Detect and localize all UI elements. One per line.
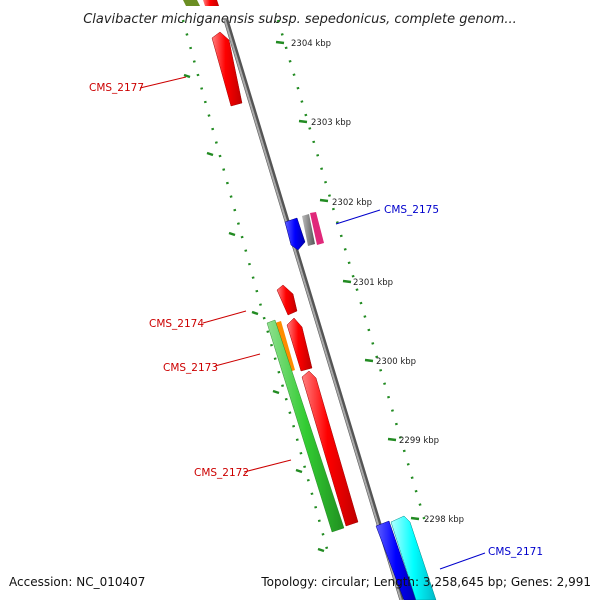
gene-cms-2171[interactable] [375, 520, 417, 600]
gene-label-cms-2175[interactable]: CMS_2175 [384, 204, 439, 216]
gene-cms-2173-leader [214, 353, 261, 367]
gene-cms-2171-leader [439, 552, 486, 570]
summary-text: Topology: circular; Length: 3,258,645 bp… [260, 575, 591, 589]
gene-label-cms-2171[interactable]: CMS_2171 [488, 546, 543, 558]
gene-cms-2172-leader [243, 459, 292, 473]
gene-cms-2172-green [266, 319, 345, 533]
map-title: Clavibacter michiganensis subsp. sepedon… [83, 12, 517, 27]
gene-label-cms-2172[interactable]: CMS_2172 [194, 467, 249, 479]
tick-label-2301: 2301 kbp [353, 278, 393, 288]
gene-cms-2175-leader [335, 209, 381, 225]
inner-ruler-major-ticks [183, 73, 325, 553]
scale-ticks [275, 40, 420, 521]
accession-text: Accession: NC_010407 [9, 575, 145, 589]
gene-cms-2177[interactable] [211, 31, 243, 107]
gene-cms-2173-orange [275, 321, 295, 372]
tick-label-2304: 2304 kbp [291, 39, 331, 49]
gene-cms-2175[interactable] [284, 217, 306, 251]
gene-cms-2171-cyan [390, 515, 437, 600]
genome-backbone [223, 19, 405, 600]
gene-cms-2175-flank [302, 214, 315, 246]
tick-label-2299: 2299 kbp [399, 436, 439, 446]
partial-genes-top [183, 0, 219, 6]
gene-cms-2177-leader [139, 76, 187, 89]
gene-cms-2173[interactable] [286, 317, 313, 372]
gene-cms-2172[interactable] [301, 370, 359, 527]
gene-label-cms-2177[interactable]: CMS_2177 [89, 82, 144, 94]
gene-cms-2174-leader [202, 310, 247, 324]
gene-label-cms-2173[interactable]: CMS_2173 [163, 362, 218, 374]
gene-cms-2175-pink [310, 212, 324, 245]
tick-label-2300: 2300 kbp [376, 357, 416, 367]
gene-label-cms-2174[interactable]: CMS_2174 [149, 318, 204, 330]
gene-cms-2174[interactable] [276, 284, 298, 316]
tick-label-2298: 2298 kbp [424, 515, 464, 525]
tick-label-2302: 2302 kbp [332, 198, 372, 208]
tick-label-2303: 2303 kbp [311, 118, 351, 128]
